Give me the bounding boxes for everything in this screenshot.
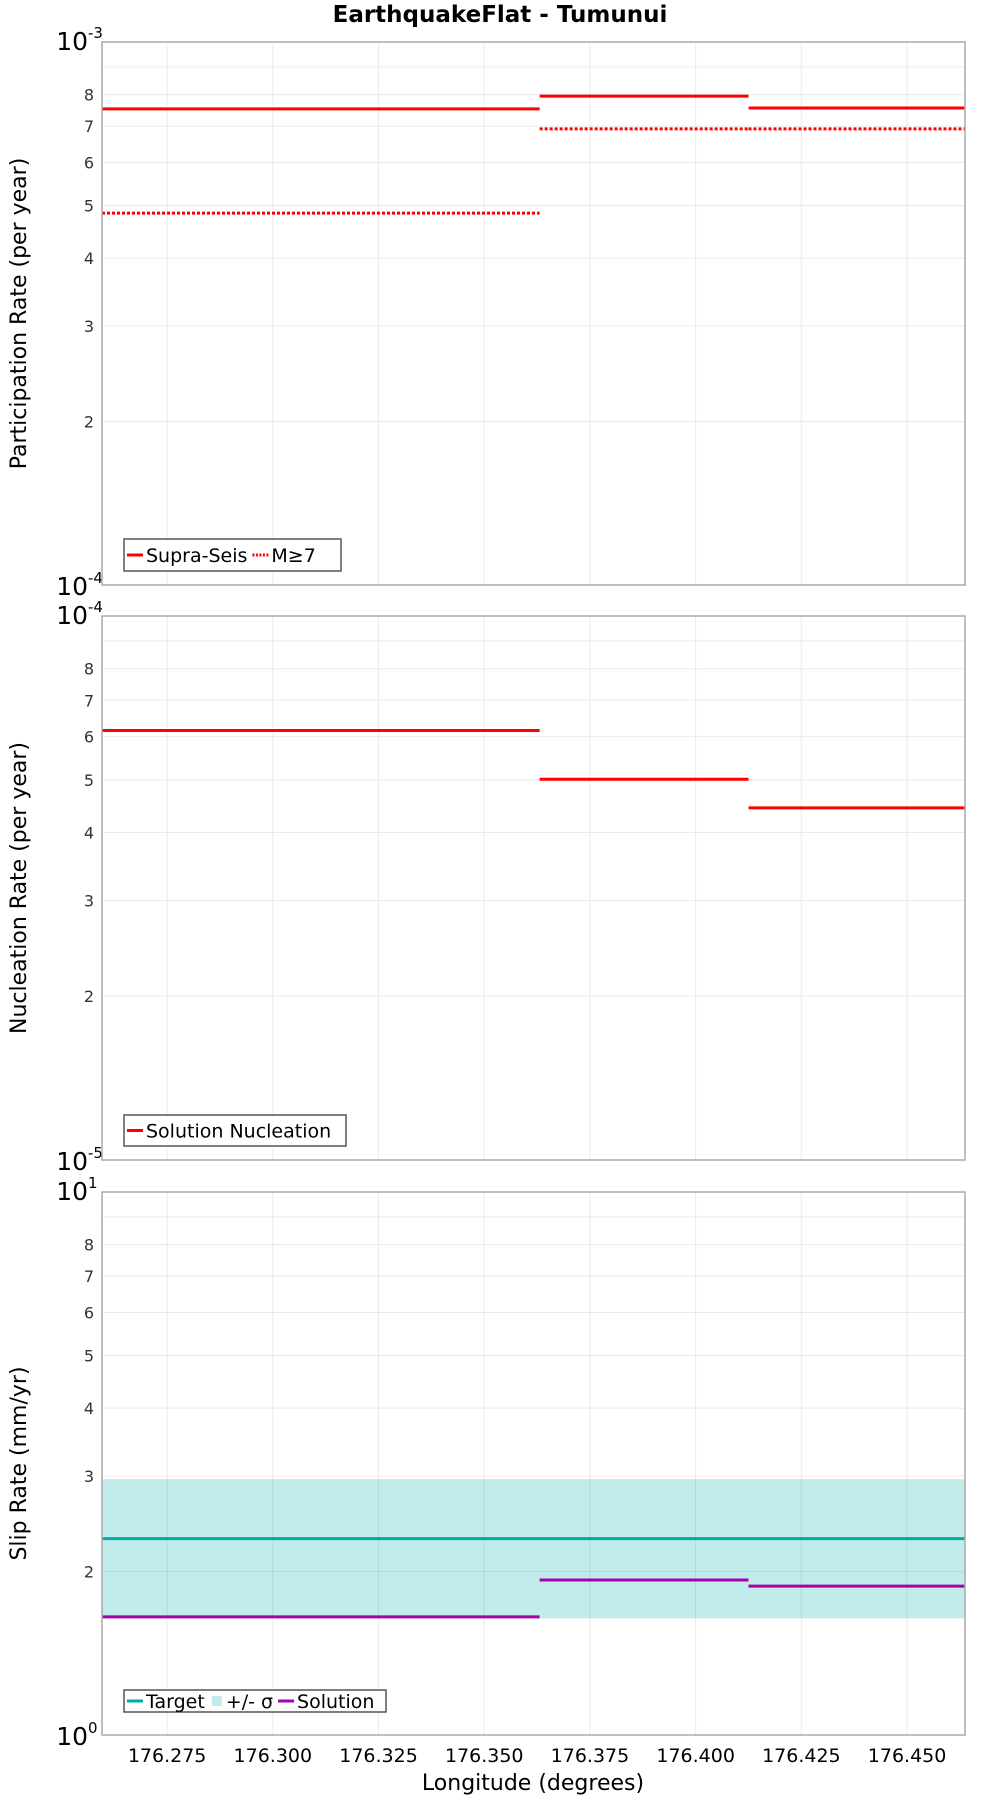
x-tick-label: 176.375 — [551, 1745, 630, 1767]
y-tick-label: 4 — [84, 249, 94, 268]
plot-frame — [101, 41, 966, 586]
series-supra-seis — [102, 94, 965, 111]
x-tick-label: 176.300 — [234, 1745, 313, 1767]
y-decade-label: 10 — [56, 1722, 88, 1751]
y-decade-label: 10 — [56, 601, 88, 630]
y-decade-label: 10 — [56, 27, 88, 56]
series-solution-nucleation — [102, 728, 965, 810]
x-tick-label: 176.450 — [868, 1745, 947, 1767]
y-tick-label: 8 — [84, 1236, 94, 1255]
y-tick-label: 3 — [84, 317, 94, 336]
y-tick-label: 7 — [84, 1267, 94, 1286]
y-tick-label: 7 — [84, 691, 94, 710]
y-tick-label: 6 — [84, 1303, 94, 1322]
y-tick-label: 5 — [84, 1346, 94, 1365]
legend: Supra-Seis M≥7 — [123, 538, 342, 572]
y-tick-label: 5 — [84, 771, 94, 790]
y-decade-exponent: 0 — [88, 1719, 98, 1737]
y-decade-exponent: -3 — [88, 24, 103, 42]
chart-title: EarthquakeFlat - Tumunui — [333, 2, 668, 28]
legend-entry: Solution — [297, 1691, 374, 1713]
y-tick-label: 6 — [84, 153, 94, 172]
legend: Target +/- σ Solution — [123, 1689, 387, 1713]
y-tick-label: 8 — [84, 660, 94, 679]
y-decade-exponent: -5 — [88, 1144, 103, 1162]
plot-area — [102, 616, 965, 1160]
series-solution — [102, 1578, 965, 1619]
y-decade-label: 10 — [56, 572, 88, 601]
y-axis-label: Participation Rate (per year) — [7, 158, 32, 470]
sigma-band — [102, 1479, 965, 1619]
x-tick-label: 176.350 — [445, 1745, 524, 1767]
y-tick-label: 6 — [84, 728, 94, 747]
y-tick-label: 8 — [84, 86, 94, 105]
y-tick-label: 7 — [84, 117, 94, 136]
y-decade-exponent: -4 — [88, 598, 103, 616]
legend-entry: +/- σ — [226, 1691, 273, 1713]
legend-entry: Supra-Seis — [146, 545, 247, 567]
series-m-7 — [102, 127, 965, 215]
legend-entry: Solution Nucleation — [146, 1121, 331, 1143]
y-tick-label: 3 — [84, 891, 94, 910]
legend-entry: M≥7 — [271, 545, 315, 567]
plot-frame — [101, 1191, 966, 1736]
y-tick-label: 2 — [84, 987, 94, 1006]
y-tick-label: 5 — [84, 196, 94, 215]
plot-area — [102, 42, 965, 585]
y-tick-label: 4 — [84, 823, 94, 842]
grid-lines — [102, 616, 965, 1160]
legend-entry: Target — [145, 1691, 205, 1713]
x-axis-label: Longitude (degrees) — [422, 1771, 644, 1796]
y-decade-label: 10 — [56, 1147, 88, 1176]
y-decade-exponent: 1 — [88, 1174, 98, 1192]
y-axis-label: Nucleation Rate (per year) — [7, 742, 32, 1034]
y-decade-label: 10 — [56, 1177, 88, 1206]
x-tick-label: 176.400 — [656, 1745, 735, 1767]
y-tick-label: 2 — [84, 413, 94, 432]
x-tick-label: 176.425 — [762, 1745, 841, 1767]
grid-lines — [102, 1192, 965, 1735]
grid-lines — [102, 42, 965, 585]
y-tick-label: 4 — [84, 1399, 94, 1418]
plot-frame — [101, 615, 966, 1161]
y-axis-label: Slip Rate (mm/yr) — [7, 1366, 32, 1560]
x-tick-label: 176.325 — [339, 1745, 418, 1767]
y-tick-label: 2 — [84, 1563, 94, 1582]
y-tick-label: 3 — [84, 1467, 94, 1486]
plot-area — [102, 1192, 965, 1735]
x-axis: 176.275 176.300 176.325 176.350 176.375 176.4… — [128, 1745, 947, 1767]
x-tick-label: 176.275 — [128, 1745, 207, 1767]
y-decade-exponent: -4 — [88, 569, 103, 587]
legend: Solution Nucleation — [123, 1114, 347, 1147]
